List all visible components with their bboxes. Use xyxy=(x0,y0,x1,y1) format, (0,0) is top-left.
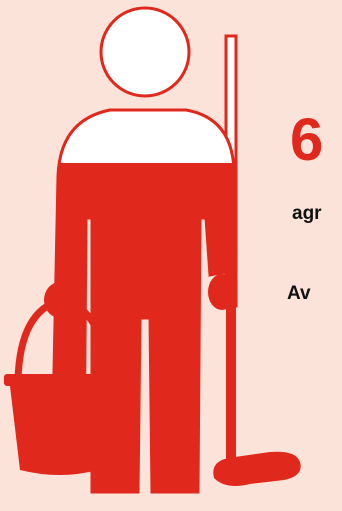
bucket-icon xyxy=(4,282,114,475)
mop-head-icon xyxy=(213,451,301,486)
head-icon xyxy=(99,6,191,98)
stat-label-fragment-2: Av xyxy=(287,283,311,304)
mop-stick-lower xyxy=(226,300,236,460)
stat-label-fragment: agr xyxy=(292,203,322,224)
stat-number: 6 xyxy=(290,106,324,173)
